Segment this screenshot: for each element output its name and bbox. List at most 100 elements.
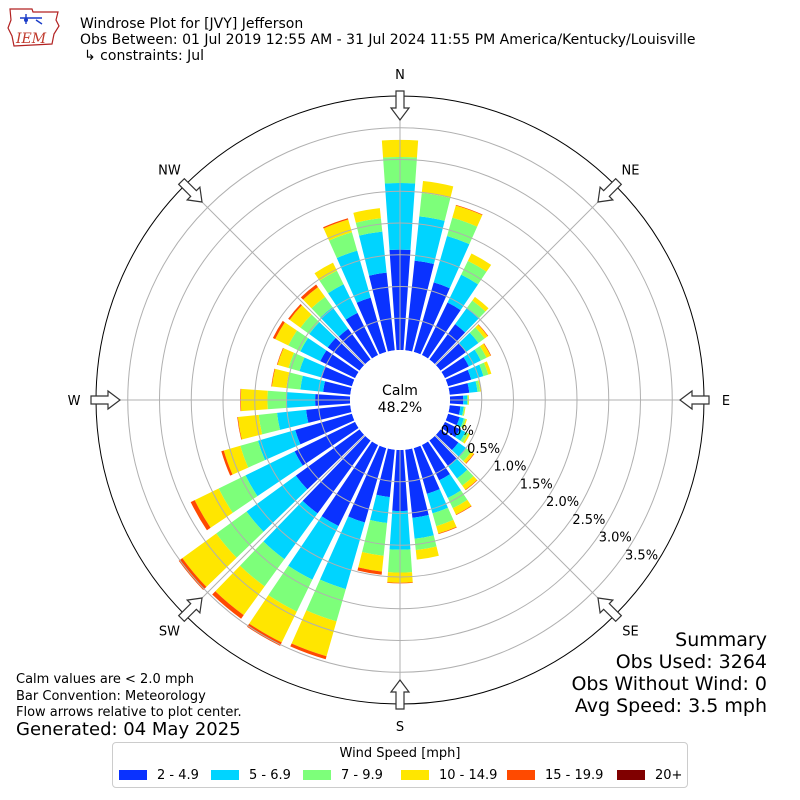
grid-spoke bbox=[435, 184, 616, 365]
direction-bar-140 bbox=[429, 435, 478, 491]
bar-segment bbox=[467, 381, 478, 393]
bar-segment bbox=[320, 366, 355, 387]
bar-segment bbox=[212, 591, 244, 619]
bar-segment bbox=[245, 451, 303, 497]
bar-segment bbox=[295, 413, 355, 445]
bar-segment bbox=[277, 348, 294, 369]
bar-segment bbox=[452, 205, 483, 227]
bar-segment bbox=[182, 533, 237, 587]
bar-segment bbox=[421, 302, 461, 359]
bar-segment bbox=[249, 595, 297, 643]
bar-segment bbox=[483, 343, 492, 356]
bar-segment bbox=[455, 429, 466, 441]
flow-arrow bbox=[389, 679, 411, 710]
bar-segment bbox=[320, 516, 365, 590]
bar-segment bbox=[356, 297, 387, 355]
grid-spoke bbox=[184, 184, 365, 365]
direction-bar-250 bbox=[221, 413, 355, 476]
bar-segment bbox=[469, 327, 485, 343]
bar-segment bbox=[415, 546, 439, 560]
bar-segment bbox=[299, 357, 325, 378]
bar-segment bbox=[247, 623, 282, 646]
constraints: ↳ constraints: Jul bbox=[84, 48, 205, 64]
bar-segment bbox=[413, 445, 440, 494]
generated-date: Generated: 04 May 2025 bbox=[16, 719, 241, 740]
grid-spoke bbox=[435, 435, 616, 616]
bar-segment bbox=[288, 330, 309, 352]
bar-segment bbox=[451, 442, 467, 458]
chart-title: Windrose Plot for [JVY] Jefferson bbox=[80, 16, 304, 32]
bar-segment bbox=[309, 322, 336, 348]
radial-tick-label: 2.5% bbox=[572, 513, 605, 528]
bar-segment bbox=[300, 337, 327, 362]
bar-segment bbox=[412, 515, 434, 539]
compass-label: NE bbox=[622, 163, 640, 178]
compass-label: N bbox=[395, 68, 405, 83]
legend-swatch bbox=[401, 769, 429, 780]
compass-labels: N NE E SE S SW W NW bbox=[68, 68, 731, 735]
bar-segment bbox=[272, 320, 285, 340]
bar-segment bbox=[456, 417, 464, 428]
compass-arrows bbox=[90, 90, 710, 710]
polar-grid bbox=[96, 96, 704, 704]
bar-segment bbox=[314, 262, 337, 281]
bar-segment bbox=[237, 417, 242, 440]
bar-segment bbox=[178, 558, 207, 591]
summary-avg-speed: Avg Speed: 3.5 mph bbox=[574, 695, 767, 717]
legend-item: 20+ bbox=[617, 767, 682, 785]
bar-segment bbox=[323, 219, 352, 241]
direction-bar-160 bbox=[413, 445, 457, 535]
bar-segment bbox=[295, 429, 365, 490]
bar-segment bbox=[306, 405, 352, 423]
bar-segment bbox=[257, 430, 301, 461]
bar-segment bbox=[448, 458, 468, 479]
direction-bar-220 bbox=[212, 435, 371, 619]
bar-segment bbox=[405, 260, 434, 352]
bar-segment bbox=[439, 474, 461, 499]
bar-segment bbox=[460, 418, 466, 428]
bar-segment bbox=[258, 412, 281, 435]
direction-bar-70 bbox=[445, 361, 492, 387]
bar-segment bbox=[294, 421, 359, 466]
legend-swatch bbox=[119, 769, 147, 780]
bar-segment bbox=[457, 469, 474, 486]
bar-segment bbox=[436, 519, 457, 534]
bar-segment bbox=[311, 296, 333, 318]
bar-segment bbox=[429, 435, 457, 467]
bar-segment bbox=[357, 567, 382, 575]
bar-segment bbox=[467, 300, 486, 318]
radial-tick-label: 0.5% bbox=[467, 442, 500, 457]
bar-segment bbox=[465, 453, 475, 464]
compass-label: S bbox=[396, 720, 404, 735]
grid-spoke bbox=[184, 435, 365, 616]
bar-segment bbox=[472, 296, 489, 312]
summary-obs-without-wind: Obs Without Wind: 0 bbox=[571, 673, 767, 695]
bar-segment bbox=[353, 208, 381, 223]
bar-segment bbox=[474, 346, 487, 361]
direction-bar-100 bbox=[448, 405, 466, 416]
bar-segment bbox=[462, 476, 478, 490]
direction-bar-170 bbox=[405, 448, 439, 560]
bar-segment bbox=[300, 284, 318, 300]
flow-arrow bbox=[597, 177, 623, 203]
bar-segment bbox=[286, 372, 303, 390]
bar-segment bbox=[288, 352, 305, 372]
direction-bar-310 bbox=[288, 303, 365, 371]
legend-label: 2 - 4.9 bbox=[157, 768, 199, 783]
bar-segment bbox=[477, 324, 489, 337]
bar-segment bbox=[271, 368, 276, 387]
bar-segment bbox=[405, 448, 429, 518]
obs-period: Obs Between: 01 Jul 2019 12:55 AM - 31 J… bbox=[80, 32, 696, 48]
legend-item: 15 - 19.9 bbox=[507, 767, 603, 785]
direction-bar-10 bbox=[405, 181, 454, 352]
bar-segment bbox=[221, 450, 233, 476]
bar-segment bbox=[370, 494, 390, 523]
bar-segment bbox=[237, 414, 263, 440]
bar-segment bbox=[462, 418, 467, 429]
legend-label: 5 - 6.9 bbox=[249, 768, 291, 783]
bar-segment bbox=[463, 451, 474, 464]
compass-label: E bbox=[722, 394, 730, 409]
bar-segment bbox=[452, 499, 472, 515]
bar-segment bbox=[455, 204, 483, 216]
direction-bar-340 bbox=[323, 218, 387, 355]
